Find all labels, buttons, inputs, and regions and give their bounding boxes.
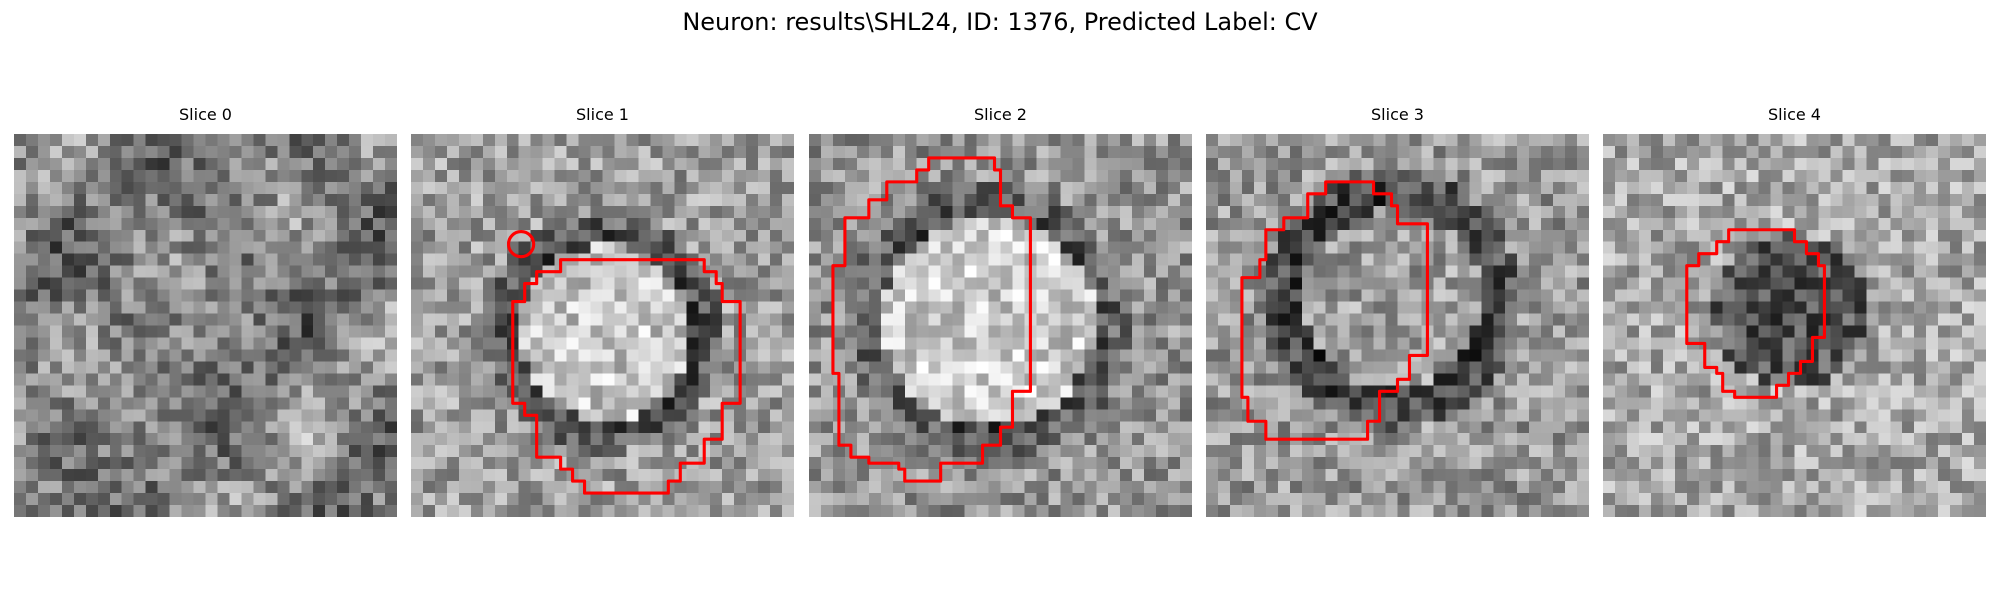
slice-panel-0: Slice 0 (14, 105, 397, 517)
slice-panel-3: Slice 3 (1206, 105, 1589, 517)
pixel-grid (809, 134, 1192, 517)
pixel-grid (1603, 134, 1986, 517)
slice-panel-2: Slice 2 (809, 105, 1192, 517)
slice-title-0: Slice 0 (179, 105, 232, 124)
roi-contour (1685, 228, 1826, 399)
slice-title-2: Slice 2 (974, 105, 1027, 124)
roi-contour (1240, 180, 1429, 441)
slice-image-1 (411, 134, 794, 517)
slice-title-1: Slice 1 (576, 105, 629, 124)
slice-image-0 (14, 134, 397, 517)
pixel-grid (1206, 134, 1589, 517)
slice-title-3: Slice 3 (1371, 105, 1424, 124)
slice-title-4: Slice 4 (1768, 105, 1821, 124)
slice-panel-1: Slice 1 (411, 105, 794, 517)
pixel-grid (14, 134, 397, 517)
roi-contour (831, 156, 1032, 483)
slice-image-4 (1603, 134, 1986, 517)
slice-image-3 (1206, 134, 1589, 517)
figure-title: Neuron: results\SHL24, ID: 1376, Predict… (682, 8, 1318, 36)
roi-contour-small (506, 229, 536, 259)
slice-image-2 (809, 134, 1192, 517)
pixel-grid (411, 134, 794, 517)
roi-contour (511, 258, 742, 495)
slice-panel-4: Slice 4 (1603, 105, 1986, 517)
